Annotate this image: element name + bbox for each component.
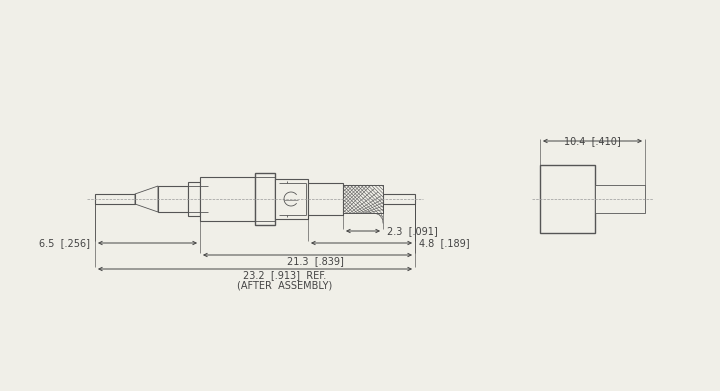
Bar [200, 177, 255, 221]
Bar [343, 185, 383, 213]
Text: 2.3  [.091]: 2.3 [.091] [387, 226, 438, 236]
Bar [95, 194, 135, 204]
Text: 4.8  [.189]: 4.8 [.189] [419, 238, 469, 248]
Text: (AFTER  ASSEMBLY): (AFTER ASSEMBLY) [238, 280, 333, 290]
Bar [595, 185, 645, 213]
Bar [188, 182, 200, 216]
Bar [158, 186, 188, 212]
Text: 23.2  [.913]  REF.: 23.2 [.913] REF. [243, 270, 327, 280]
Text: 10.4  [.410]: 10.4 [.410] [564, 136, 621, 146]
Bar [255, 173, 275, 225]
Bar [308, 183, 343, 215]
Bar [383, 194, 415, 204]
Bar [275, 179, 308, 219]
Bar [343, 185, 383, 213]
Text: 21.3  [.839]: 21.3 [.839] [287, 256, 344, 266]
Text: 6.5  [.256]: 6.5 [.256] [39, 238, 90, 248]
Bar [540, 165, 595, 233]
